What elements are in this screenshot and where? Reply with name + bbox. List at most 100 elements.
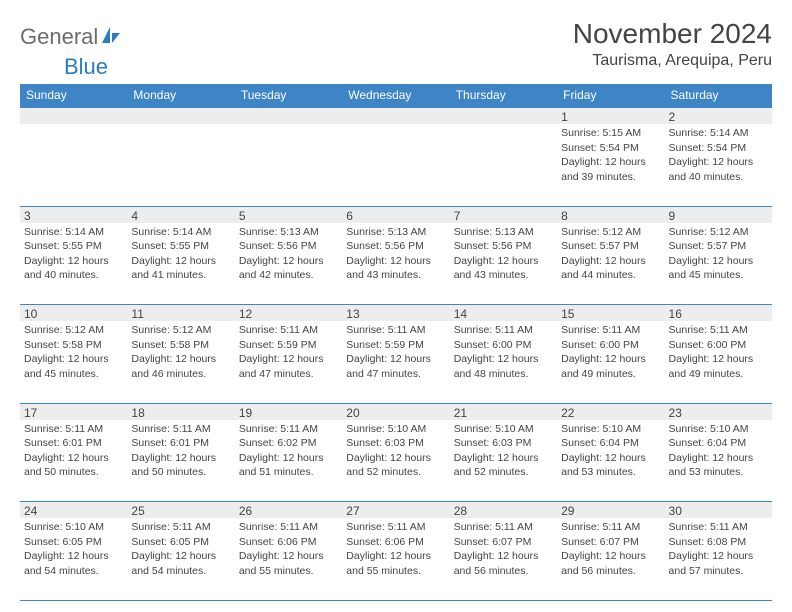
day-cell: Sunrise: 5:11 AMSunset: 5:59 PMDaylight:… <box>342 321 449 403</box>
sunset-text: Sunset: 6:04 PM <box>669 437 768 451</box>
day-details: Sunrise: 5:12 AMSunset: 5:58 PMDaylight:… <box>24 324 123 382</box>
day2-text: and 44 minutes. <box>561 269 660 283</box>
day-details: Sunrise: 5:11 AMSunset: 6:07 PMDaylight:… <box>454 521 553 579</box>
day-cell: Sunrise: 5:10 AMSunset: 6:04 PMDaylight:… <box>665 420 772 502</box>
sunset-text: Sunset: 5:58 PM <box>24 339 123 353</box>
day1-text: Daylight: 12 hours <box>239 550 338 564</box>
sunset-text: Sunset: 5:59 PM <box>346 339 445 353</box>
day-details: Sunrise: 5:11 AMSunset: 6:06 PMDaylight:… <box>239 521 338 579</box>
sunset-text: Sunset: 5:54 PM <box>669 142 768 156</box>
day1-text: Daylight: 12 hours <box>669 452 768 466</box>
sunrise-text: Sunrise: 5:11 AM <box>561 521 660 535</box>
sunset-text: Sunset: 6:02 PM <box>239 437 338 451</box>
day2-text: and 45 minutes. <box>669 269 768 283</box>
day1-text: Daylight: 12 hours <box>131 353 230 367</box>
day-number: 5 <box>235 206 342 223</box>
day2-text: and 47 minutes. <box>346 368 445 382</box>
day-details: Sunrise: 5:13 AMSunset: 5:56 PMDaylight:… <box>239 226 338 284</box>
day1-text: Daylight: 12 hours <box>346 550 445 564</box>
day1-text: Daylight: 12 hours <box>454 353 553 367</box>
day-details: Sunrise: 5:12 AMSunset: 5:58 PMDaylight:… <box>131 324 230 382</box>
sunset-text: Sunset: 6:05 PM <box>24 536 123 550</box>
day-number: 18 <box>127 403 234 420</box>
sunset-text: Sunset: 5:57 PM <box>561 240 660 254</box>
day-cell: Sunrise: 5:13 AMSunset: 5:56 PMDaylight:… <box>235 223 342 305</box>
day2-text: and 54 minutes. <box>131 565 230 579</box>
day2-text: and 46 minutes. <box>131 368 230 382</box>
day-cell <box>127 124 234 206</box>
day-cell <box>342 124 449 206</box>
day-details: Sunrise: 5:11 AMSunset: 6:00 PMDaylight:… <box>669 324 768 382</box>
sunrise-text: Sunrise: 5:12 AM <box>24 324 123 338</box>
day-number: 22 <box>557 403 664 420</box>
sunrise-text: Sunrise: 5:11 AM <box>669 324 768 338</box>
day-cell: Sunrise: 5:11 AMSunset: 6:06 PMDaylight:… <box>235 518 342 600</box>
day-cell: Sunrise: 5:14 AMSunset: 5:55 PMDaylight:… <box>20 223 127 305</box>
day-number: 21 <box>450 403 557 420</box>
day1-text: Daylight: 12 hours <box>454 255 553 269</box>
week-row: Sunrise: 5:14 AMSunset: 5:55 PMDaylight:… <box>20 223 772 305</box>
day1-text: Daylight: 12 hours <box>239 452 338 466</box>
sunrise-text: Sunrise: 5:11 AM <box>669 521 768 535</box>
day-number: 28 <box>450 502 557 519</box>
day2-text: and 49 minutes. <box>669 368 768 382</box>
day2-text: and 41 minutes. <box>131 269 230 283</box>
day-cell: Sunrise: 5:11 AMSunset: 6:06 PMDaylight:… <box>342 518 449 600</box>
day-cell: Sunrise: 5:12 AMSunset: 5:58 PMDaylight:… <box>127 321 234 403</box>
day1-text: Daylight: 12 hours <box>24 452 123 466</box>
sunset-text: Sunset: 5:56 PM <box>239 240 338 254</box>
logo-text-general: General <box>20 24 98 50</box>
day2-text: and 52 minutes. <box>454 466 553 480</box>
weekday-header: Saturday <box>665 84 772 107</box>
day-cell <box>235 124 342 206</box>
weekday-header: Wednesday <box>342 84 449 107</box>
day-details: Sunrise: 5:12 AMSunset: 5:57 PMDaylight:… <box>669 226 768 284</box>
sunrise-text: Sunrise: 5:11 AM <box>131 521 230 535</box>
day-number: 11 <box>127 305 234 322</box>
week-row: Sunrise: 5:15 AMSunset: 5:54 PMDaylight:… <box>20 124 772 206</box>
day-number: 6 <box>342 206 449 223</box>
day-number: 7 <box>450 206 557 223</box>
day2-text: and 47 minutes. <box>239 368 338 382</box>
day-number: 26 <box>235 502 342 519</box>
day-details: Sunrise: 5:11 AMSunset: 6:02 PMDaylight:… <box>239 423 338 481</box>
sunrise-text: Sunrise: 5:10 AM <box>561 423 660 437</box>
day-details: Sunrise: 5:11 AMSunset: 6:08 PMDaylight:… <box>669 521 768 579</box>
day-cell: Sunrise: 5:11 AMSunset: 6:01 PMDaylight:… <box>20 420 127 502</box>
sunset-text: Sunset: 6:05 PM <box>131 536 230 550</box>
week-row: Sunrise: 5:12 AMSunset: 5:58 PM Daylight:… <box>20 321 772 403</box>
daynum-row: 24252627282930 <box>20 502 772 519</box>
weekday-header: Sunday <box>20 84 127 107</box>
day2-text: and 56 minutes. <box>561 565 660 579</box>
day-number: 16 <box>665 305 772 322</box>
sunrise-text: Sunrise: 5:11 AM <box>346 324 445 338</box>
sunrise-text: Sunrise: 5:10 AM <box>346 423 445 437</box>
sunrise-text: Sunrise: 5:14 AM <box>131 226 230 240</box>
weekday-header: Thursday <box>450 84 557 107</box>
sunrise-text: Sunrise: 5:13 AM <box>239 226 338 240</box>
day-cell: Sunrise: 5:10 AMSunset: 6:05 PMDaylight:… <box>20 518 127 600</box>
day-number: 8 <box>557 206 664 223</box>
weekday-header-row: Sunday Monday Tuesday Wednesday Thursday… <box>20 84 772 107</box>
day2-text: and 43 minutes. <box>346 269 445 283</box>
day-details: Sunrise: 5:10 AMSunset: 6:04 PMDaylight:… <box>669 423 768 481</box>
month-title: November 2024 <box>573 18 772 50</box>
day1-text: Daylight: 12 hours <box>131 255 230 269</box>
day1-text: Daylight: 12 hours <box>346 255 445 269</box>
day-number: 17 <box>20 403 127 420</box>
day-number <box>127 107 234 124</box>
week-row: Sunrise: 5:11 AMSunset: 6:01 PMDaylight:… <box>20 420 772 502</box>
day2-text: and 48 minutes. <box>454 368 553 382</box>
day2-text: and 43 minutes. <box>454 269 553 283</box>
daynum-row: 10111213141516 <box>20 305 772 322</box>
day-details: Sunrise: 5:13 AMSunset: 5:56 PMDaylight:… <box>454 226 553 284</box>
day-number: 25 <box>127 502 234 519</box>
sunset-text: Sunset: 6:06 PM <box>346 536 445 550</box>
day2-text: and 50 minutes. <box>24 466 123 480</box>
day-cell: Sunrise: 5:12 AMSunset: 5:57 PMDaylight:… <box>665 223 772 305</box>
sunrise-text: Sunrise: 5:11 AM <box>131 423 230 437</box>
sunrise-text: Sunrise: 5:10 AM <box>454 423 553 437</box>
day-number: 14 <box>450 305 557 322</box>
sunset-text: Sunset: 6:07 PM <box>561 536 660 550</box>
day-number: 4 <box>127 206 234 223</box>
